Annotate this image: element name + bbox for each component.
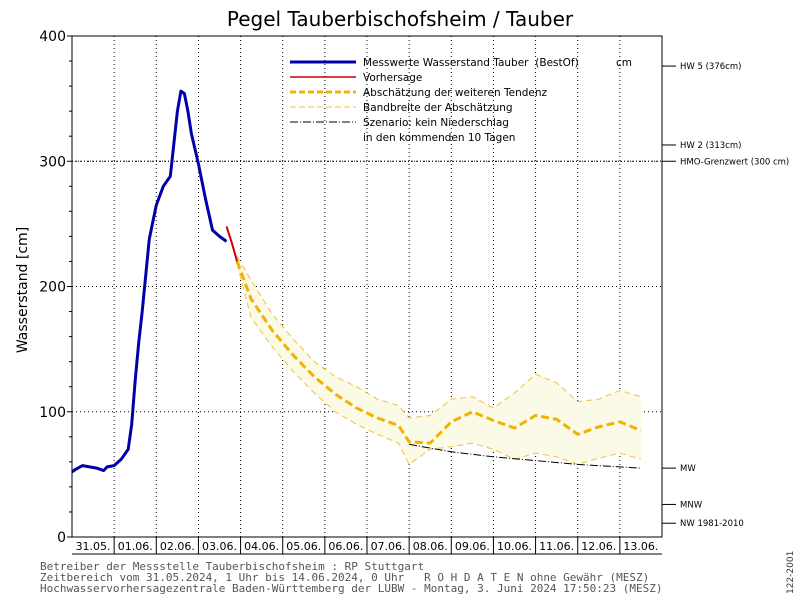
series-layer	[71, 89, 642, 474]
y-tick-label: 300	[39, 154, 66, 170]
chart-title: Pegel Tauberbischofsheim / Tauber	[227, 7, 574, 31]
scenario-line	[409, 443, 641, 469]
band-upper-line	[236, 256, 642, 419]
y-tick-label: 100	[39, 405, 66, 421]
footer-time-range: Zeitbereich vom 31.05.2024, 1 Uhr bis 14…	[40, 571, 649, 584]
legend-extra: (BestOf)	[535, 57, 578, 69]
tendency-line	[235, 260, 642, 445]
x-tick-label: 07.06.	[371, 540, 406, 553]
reference-label: HW 5 (376cm)	[680, 62, 741, 72]
reference-lines-layer: HW 5 (376cm) HW 2 (313cm) HMO-Grenzwert (3…	[72, 62, 789, 529]
band-lower-line	[236, 263, 642, 466]
y-tick-label: 200	[39, 280, 66, 296]
reference-label: MW	[680, 464, 696, 474]
x-tick-label: 31.05.	[76, 540, 111, 553]
x-tick-label: 02.06.	[160, 540, 195, 553]
x-tick-label: 09.06.	[455, 540, 490, 553]
legend-label-3: Bandbreite der Abschätzung	[363, 102, 513, 114]
reference-label: MNW	[680, 500, 703, 510]
x-tick-label: 06.06.	[328, 540, 363, 553]
band-layer	[236, 256, 642, 466]
x-tick-label: 11.06.	[539, 540, 574, 553]
footer-issuer: Hochwasservorhersagezentrale Baden-Württ…	[40, 582, 663, 595]
reference-label: HW 2 (313cm)	[680, 141, 741, 151]
legend-unit: cm	[616, 57, 632, 69]
legend-label-2: Abschätzung der weiteren Tendenz	[363, 87, 548, 99]
footer-code: 122-2001	[786, 551, 796, 594]
x-tick-label: 04.06.	[244, 540, 279, 553]
x-tick-label: 10.06.	[497, 540, 532, 553]
reference-label: HMO-Grenzwert (300 cm)	[680, 157, 789, 167]
x-tick-label: 12.06.	[581, 540, 616, 553]
y-axis-label: Wasserstand [cm]	[15, 227, 31, 353]
legend-label-1: Vorhersage	[363, 72, 422, 84]
forecast-line	[225, 226, 239, 262]
axes-layer: 0 100 200 300 400 31.05. 01.06. 02.06. 03.06. 04.…	[39, 29, 663, 555]
legend-label-line2: in den kommenden 10 Tagen	[363, 132, 515, 144]
measured-line	[71, 89, 228, 474]
x-tick-label: 05.06.	[286, 540, 321, 553]
y-tick-label: 400	[39, 29, 66, 45]
footer-operator: Betreiber der Messstelle Tauberbischofsh…	[40, 560, 424, 573]
y-tick-label: 0	[57, 530, 66, 546]
reference-label: NW 1981-2010	[680, 519, 744, 529]
legend-label-0: Messwerte Wasserstand Tauber	[363, 57, 529, 69]
x-tick-label: 01.06.	[118, 540, 153, 553]
x-tick-label: 08.06.	[413, 540, 448, 553]
legend: Messwerte Wasserstand Tauber (BestOf) cm Vo…	[290, 57, 632, 144]
band-fill	[237, 256, 641, 465]
x-tick-label: 03.06.	[202, 540, 237, 553]
legend-label-4: Szenario: kein Niederschlag	[363, 117, 509, 129]
x-tick-label: 13.06.	[623, 540, 658, 553]
